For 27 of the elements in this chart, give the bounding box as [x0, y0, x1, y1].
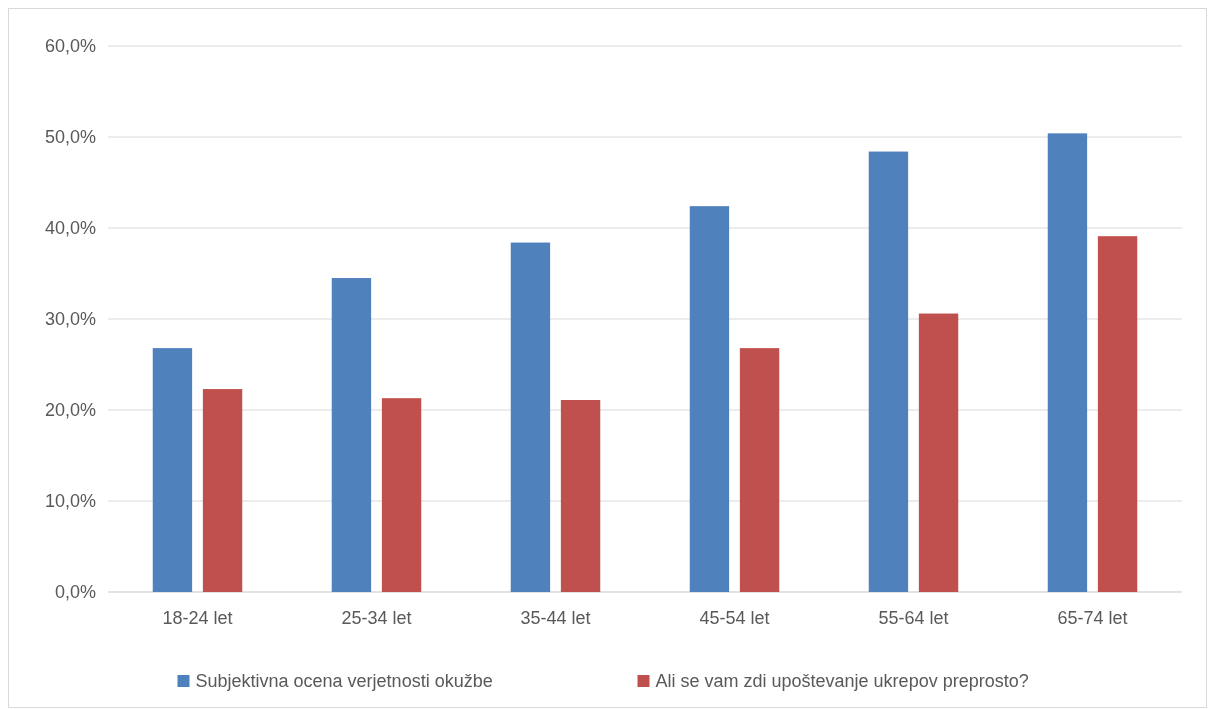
x-tick-label: 55-64 let — [878, 608, 949, 628]
y-tick-label: 40,0% — [44, 218, 96, 239]
y-tick-label: 50,0% — [44, 127, 96, 148]
x-tick-label: 65-74 let — [1057, 608, 1128, 628]
bar — [202, 389, 243, 592]
x-tick-label: 35-44 let — [520, 608, 591, 628]
bar — [331, 278, 372, 592]
bar — [1047, 133, 1088, 592]
x-tick-label: 18-24 let — [162, 608, 233, 628]
bar — [868, 151, 909, 592]
bar — [381, 398, 422, 592]
bar — [560, 399, 601, 592]
bar — [739, 348, 780, 592]
y-tick-label: 20,0% — [44, 400, 96, 421]
bar — [152, 348, 193, 592]
y-tick-label: 60,0% — [44, 36, 96, 57]
bar — [918, 313, 959, 592]
y-tick-label: 0,0% — [54, 582, 96, 603]
bar — [510, 242, 551, 592]
y-tick-label: 30,0% — [44, 309, 96, 330]
legend-label: Subjektivna ocena verjetnosti okužbe — [195, 671, 493, 692]
bar — [689, 206, 730, 592]
legend-label: Ali se vam zdi upoštevanje ukrepov preprosto? — [655, 671, 1029, 692]
y-tick-label: 10,0% — [44, 491, 96, 512]
x-tick-label: 45-54 let — [699, 608, 770, 628]
bar — [1097, 236, 1138, 592]
x-tick-label: 25-34 let — [341, 608, 412, 628]
